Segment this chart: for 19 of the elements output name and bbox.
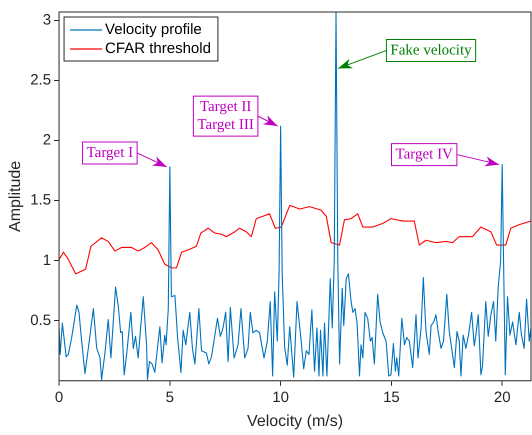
legend-label: CFAR threshold xyxy=(105,40,211,58)
y-tick-label: 1.5 xyxy=(30,192,52,209)
y-tick-label: 2 xyxy=(42,132,52,149)
annotation: Target IV xyxy=(395,146,454,163)
y-tick-label: 1 xyxy=(42,252,52,269)
x-tick-label: 5 xyxy=(166,388,174,406)
annotation: Target II Target III xyxy=(197,99,254,134)
legend-label: Velocity profile xyxy=(105,21,202,38)
x-tick-label: 0 xyxy=(54,388,64,406)
annotation: Fake velocity xyxy=(390,42,472,58)
x-tick-label: 15 xyxy=(383,388,400,406)
y-tick-label: 0.5 xyxy=(30,312,52,329)
annotation: Target I xyxy=(86,144,134,161)
x-tick-label: 20 xyxy=(494,388,511,406)
y-tick-label: 2.5 xyxy=(30,72,52,89)
y-tick-label: 3 xyxy=(42,12,52,29)
y-axis-title: Amplitude xyxy=(7,160,24,232)
x-tick-label: 10 xyxy=(272,388,289,406)
x-axis-title: Velocity (m/s) xyxy=(247,412,344,430)
